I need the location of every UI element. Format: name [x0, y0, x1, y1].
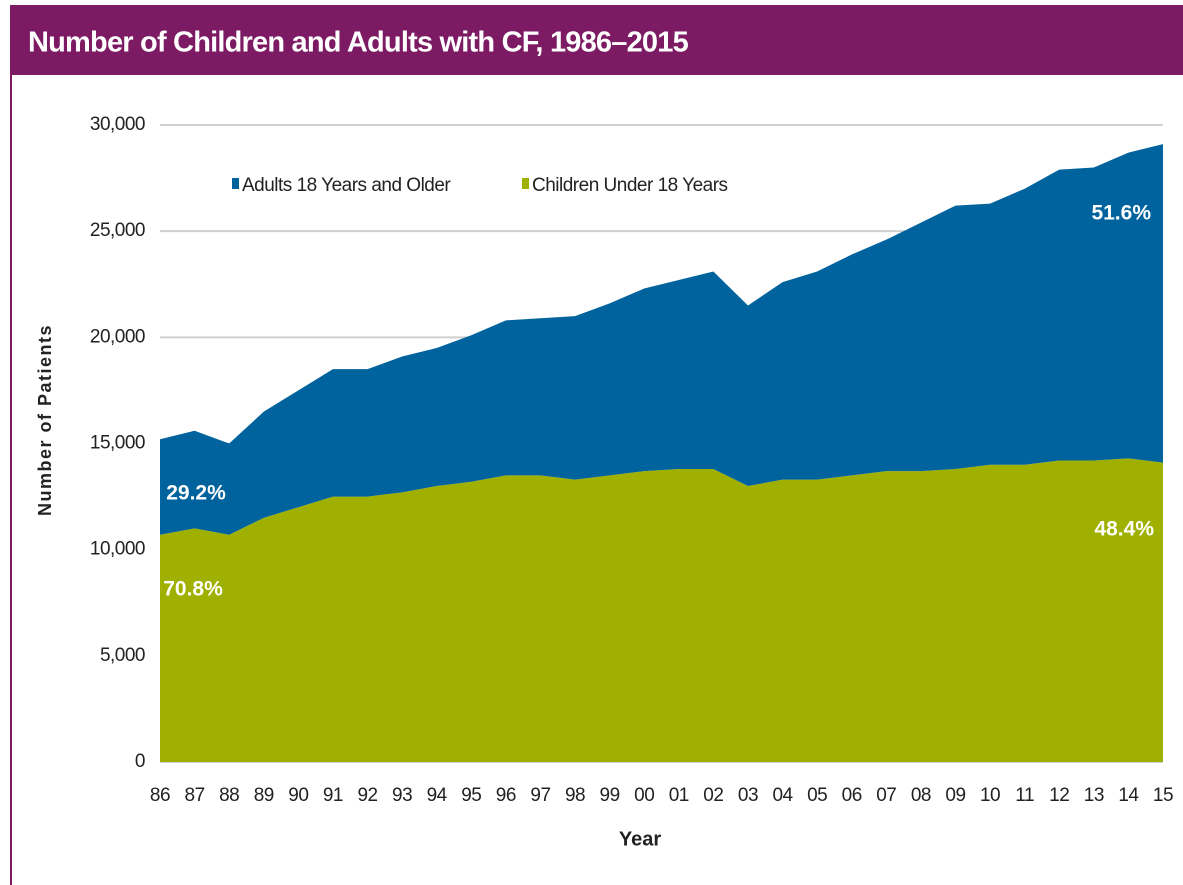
area — [160, 144, 1163, 535]
x-tick-label: 02 — [703, 785, 723, 806]
x-tick-label: 00 — [634, 785, 654, 806]
y-axis-label: Number of Patients — [35, 324, 55, 516]
legend-swatch — [522, 178, 529, 189]
x-tick-label: 99 — [600, 785, 620, 806]
x-tick-label: 91 — [323, 785, 343, 806]
y-tick-label: 15,000 — [90, 433, 145, 454]
x-tick-label: 94 — [427, 785, 448, 806]
legend-label: Adults 18 Years and Older — [242, 175, 451, 196]
legend-swatch — [232, 178, 239, 189]
annotation: 48.4% — [1094, 518, 1154, 541]
x-tick-label: 90 — [288, 785, 308, 806]
annotation: 29.2% — [166, 482, 226, 505]
x-tick-label: 09 — [945, 785, 965, 806]
x-tick-label: 88 — [219, 785, 239, 806]
y-tick-label: 25,000 — [90, 220, 145, 241]
x-tick-label: 14 — [1118, 785, 1139, 806]
x-tick-label: 04 — [772, 785, 793, 806]
legend-label: Children Under 18 Years — [532, 175, 728, 196]
x-tick-label: 13 — [1084, 785, 1104, 806]
x-axis-label: Year — [619, 828, 661, 850]
x-tick-label: 98 — [565, 785, 585, 806]
y-tick-label: 20,000 — [90, 326, 145, 347]
x-tick-label: 86 — [150, 785, 170, 806]
chart-title: Number of Children and Adults with CF, 1… — [28, 27, 689, 59]
x-tick-label: 12 — [1049, 785, 1069, 806]
x-tick-label: 05 — [807, 785, 827, 806]
x-tick-label: 93 — [392, 785, 412, 806]
x-tick-label: 11 — [1015, 785, 1034, 806]
x-tick-label: 06 — [842, 785, 862, 806]
x-tick-label: 15 — [1153, 785, 1173, 806]
annotation: 70.8% — [163, 578, 223, 601]
area — [160, 458, 1163, 762]
x-tick-label: 01 — [669, 785, 689, 806]
x-tick-label: 08 — [911, 785, 931, 806]
y-tick-label: 0 — [135, 751, 145, 772]
y-tick-label: 10,000 — [90, 539, 145, 560]
y-tick-label: 5,000 — [100, 645, 145, 666]
x-tick-label: 89 — [254, 785, 274, 806]
x-tick-label: 87 — [185, 785, 205, 806]
x-tick-label: 07 — [876, 785, 896, 806]
y-tick-label: 30,000 — [90, 114, 145, 135]
x-tick-label: 03 — [738, 785, 758, 806]
annotation: 51.6% — [1091, 202, 1151, 225]
x-tick-label: 96 — [496, 785, 516, 806]
x-tick-label: 97 — [530, 785, 550, 806]
title-bar — [10, 5, 1183, 75]
x-tick-label: 10 — [980, 785, 1000, 806]
x-tick-label: 95 — [461, 785, 481, 806]
x-tick-label: 92 — [357, 785, 377, 806]
